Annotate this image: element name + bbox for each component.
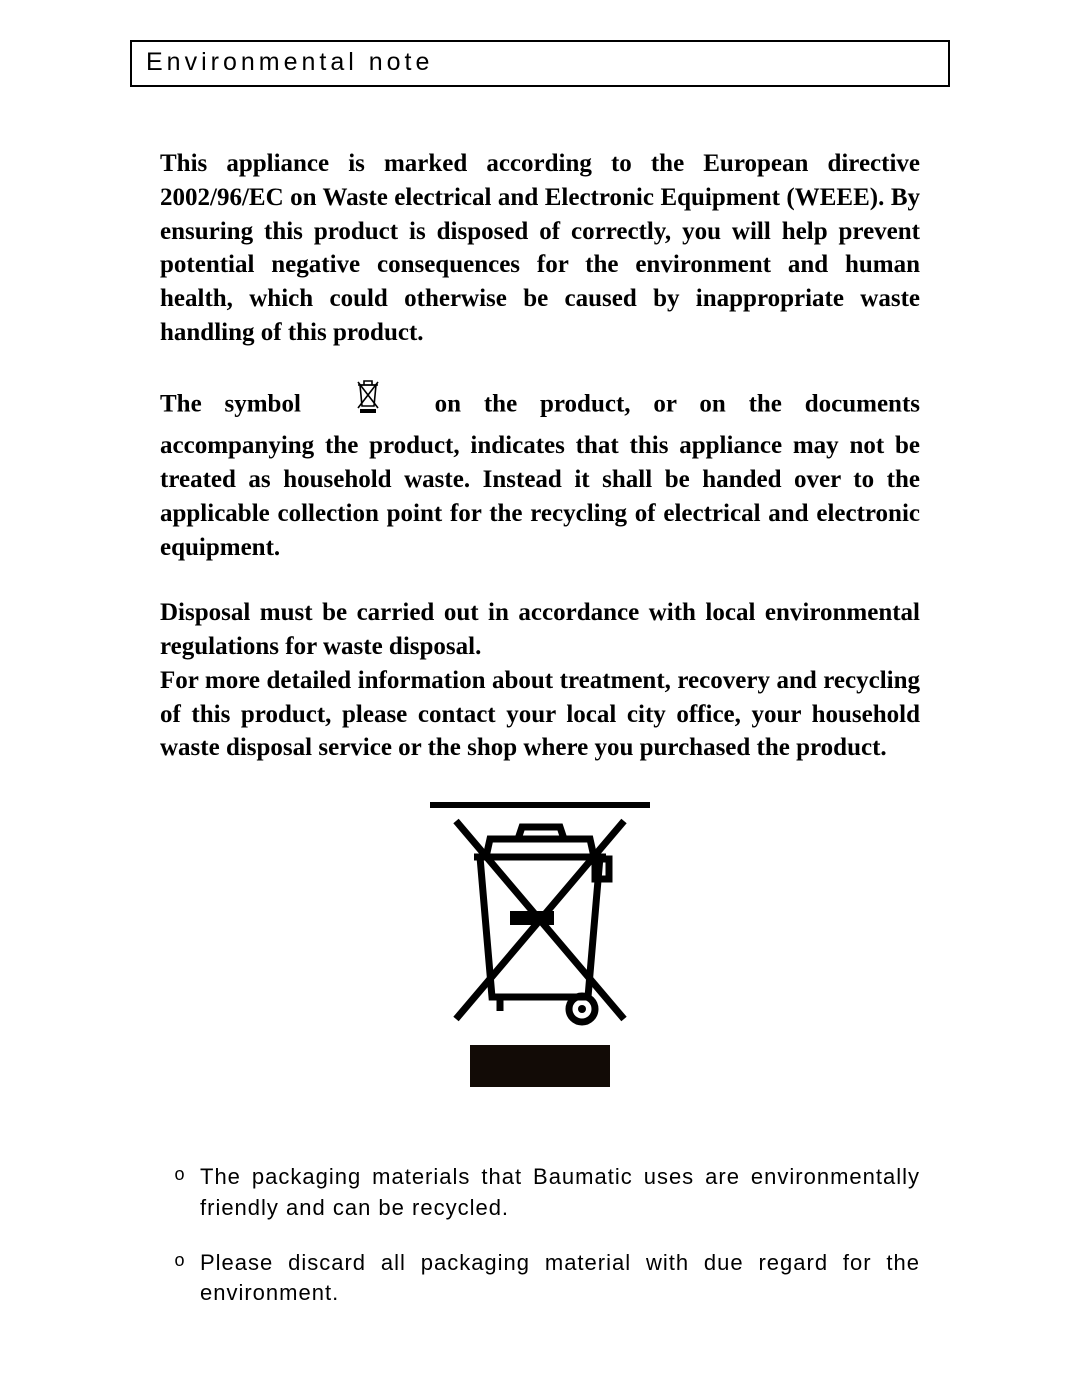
paragraph-disposal: Disposal must be carried out in accordan… — [160, 596, 920, 664]
paragraph-moreinfo: For more detailed information about trea… — [160, 664, 920, 765]
bullet-marker: o — [160, 1248, 200, 1273]
bullet-text: Please discard all packaging material wi… — [200, 1248, 920, 1310]
list-item: o Please discard all packaging material … — [160, 1248, 920, 1310]
paragraph-symbol: The symbol on the product, or on the doc… — [160, 382, 920, 565]
bullet-text: The packaging materials that Baumatic us… — [200, 1162, 920, 1224]
weee-icon — [354, 376, 382, 424]
section-heading-box: Environmental note — [130, 40, 950, 87]
bullet-marker: o — [160, 1162, 200, 1187]
list-item: o The packaging materials that Baumatic … — [160, 1162, 920, 1224]
weee-figure — [130, 797, 950, 1102]
symbol-para-lead: The symbol — [160, 390, 301, 417]
paragraph-directive: This appliance is marked according to th… — [160, 147, 920, 350]
bullet-list: o The packaging materials that Baumatic … — [160, 1162, 920, 1309]
section-heading: Environmental note — [146, 48, 433, 76]
